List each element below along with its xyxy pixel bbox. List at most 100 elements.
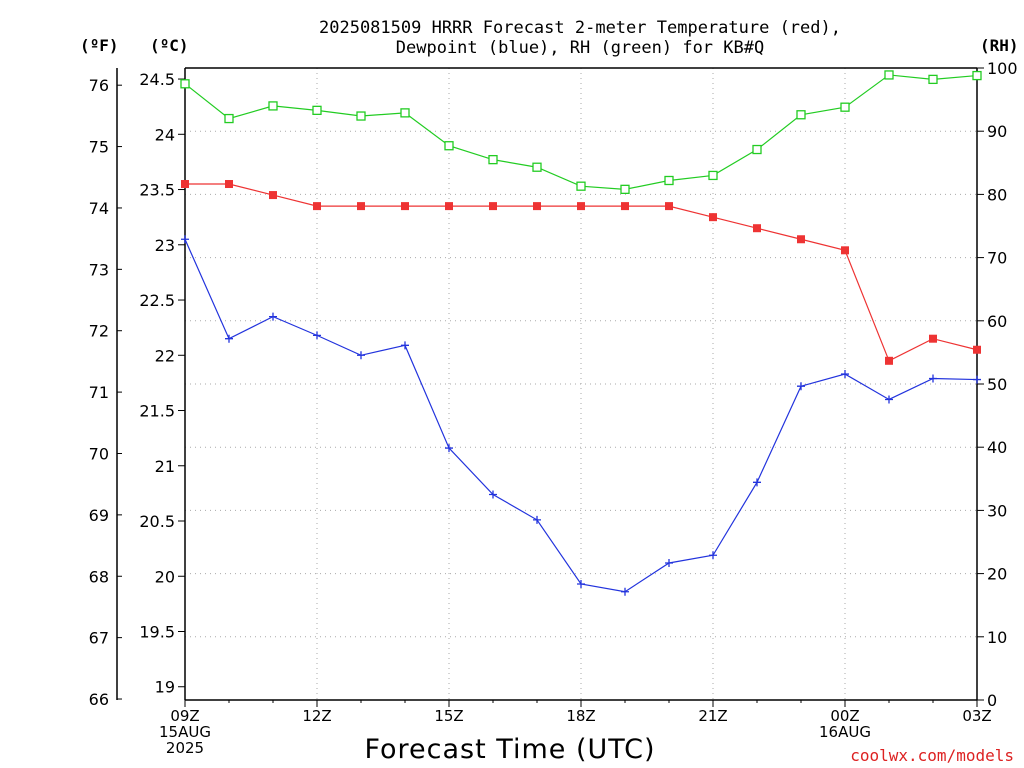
fahrenheit-tick-label: 67 [89,629,109,648]
dewpoint-point [577,579,585,588]
x-tick-label: 03Z [962,707,991,725]
x-tick-label: 00Z [830,707,859,725]
x-tick-label: 12Z [302,707,331,725]
rh-tick-label: 90 [987,122,1007,141]
dewpoint-point [401,341,409,350]
chart-title-line2: Dewpoint (blue), RH (green) for KB#Q [395,38,765,58]
x-tick-label: 21Z [698,707,727,725]
fahrenheit-tick-label: 66 [89,690,109,709]
temperature-point [401,202,409,211]
celsius-tick-label: 22 [155,346,175,365]
dewpoint-point [885,395,893,404]
celsius-tick-label: 24.5 [139,70,175,89]
celsius-tick-label: 21 [155,457,175,476]
temperature-point [753,224,761,233]
fahrenheit-tick-label: 71 [89,383,109,402]
x-axis-title: Forecast Time (UTC) [364,734,656,765]
fahrenheit-tick-label: 76 [89,76,109,95]
dewpoint-point [841,370,849,379]
dewpoint-point [665,558,673,567]
temperature-point [577,202,585,211]
celsius-tick-label: 23.5 [139,181,175,200]
dewpoint-point [489,490,497,499]
rh-point [224,113,234,124]
rh-point [488,154,498,165]
rh-point [532,162,542,172]
dewpoint-point [753,478,761,487]
rh-tick-label: 20 [987,565,1007,584]
dewpoint-point [533,515,541,524]
celsius-tick-label: 23 [155,236,175,255]
rh-point [312,105,322,115]
x-tick-label: 2025 [166,739,204,757]
rh-point [268,101,278,111]
fahrenheit-tick-label: 74 [89,199,109,218]
temperature-point [489,202,497,211]
rh-tick-label: 70 [987,249,1007,268]
temperature-point [841,246,849,255]
chart-title-line1: 2025081509 HRRR Forecast 2-meter Tempera… [319,18,841,38]
rh-point [928,74,938,85]
fahrenheit-tick-label: 72 [89,322,109,341]
rh-point [796,110,806,120]
dewpoint-point [709,551,717,560]
temperature-point [269,191,277,200]
rh-point [972,70,982,81]
temperature-point [533,202,541,211]
temperature-point [665,202,673,211]
temperature-point [225,180,233,189]
temperature-point [313,202,321,211]
dewpoint-point [973,375,981,384]
celsius-tick-label: 19.5 [139,622,175,641]
dewpoint-point [269,312,277,321]
rh-tick-label: 0 [987,691,997,710]
celsius-tick-label: 24 [155,125,175,144]
unit-celsius-label: (ºC) [150,36,189,55]
rh-point [356,111,366,121]
rh-tick-label: 40 [987,438,1007,457]
rh-point [620,184,630,194]
temperature-point [357,202,365,211]
celsius-tick-label: 20.5 [139,512,175,531]
temperature-point [709,213,717,222]
site-credit: coolwx.com/models [850,746,1014,765]
dewpoint-point [313,331,321,340]
rh-point [664,175,674,186]
dewpoint-point [181,235,189,244]
temperature-line [185,183,978,362]
unit-fahrenheit-label: (ºF) [80,36,119,55]
unit-rh-label: (RH) [980,36,1019,55]
celsius-tick-label: 21.5 [139,402,175,421]
rh-point [708,170,718,181]
x-tick-label: 15Z [434,707,463,725]
rh-tick-label: 100 [987,59,1018,78]
x-tick-label: 15AUG [159,723,211,741]
x-tick-label: 16AUG [819,723,871,741]
dewpoint-point [621,587,629,596]
rh-tick-label: 30 [987,501,1007,520]
rh-tick-label: 80 [987,185,1007,204]
dewpoint-point [929,374,937,383]
temperature-point [929,334,937,343]
rh-tick-label: 50 [987,375,1007,394]
rh-point [840,102,850,112]
rh-tick-label: 10 [987,628,1007,647]
temperature-point [445,202,453,211]
fahrenheit-tick-label: 69 [89,506,109,525]
celsius-tick-label: 22.5 [139,291,175,310]
fahrenheit-tick-label: 70 [89,444,109,463]
rh-point [180,79,190,89]
fahrenheit-tick-label: 68 [89,567,109,586]
rh-point [576,181,586,191]
dewpoint-point [225,334,233,343]
temperature-point [973,345,981,354]
celsius-tick-label: 20 [155,567,175,586]
rh-point [400,108,410,118]
temperature-point [797,235,805,244]
temperature-point [181,180,189,189]
rh-point [444,141,454,151]
dewpoint-point [797,382,805,391]
x-tick-label: 09Z [170,707,199,725]
x-tick-label: 18Z [566,707,595,725]
